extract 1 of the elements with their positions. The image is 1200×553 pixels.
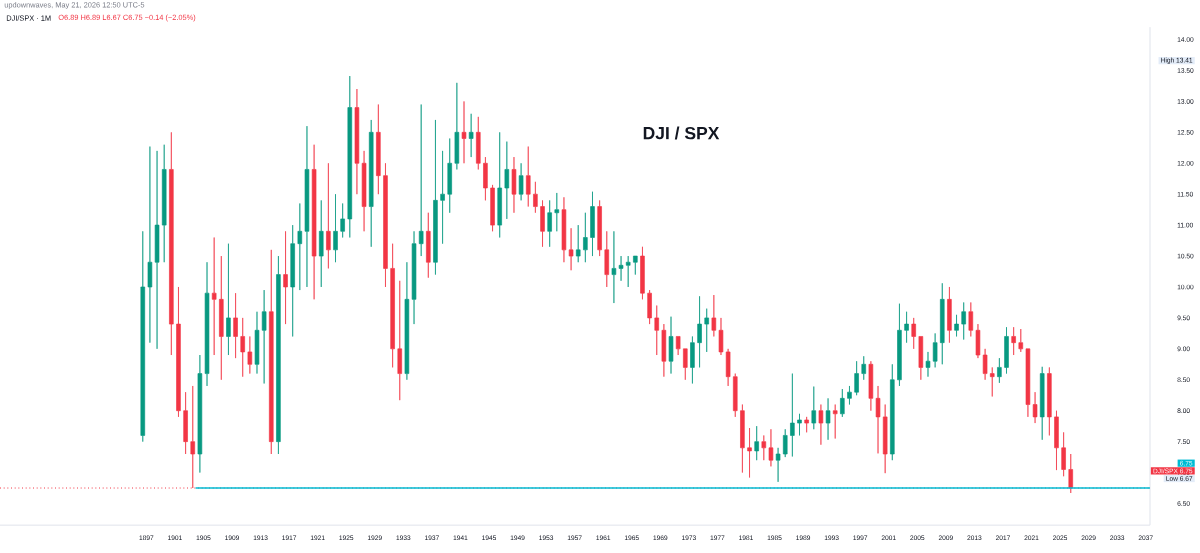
text: DJI / SPX xyxy=(643,126,720,140)
